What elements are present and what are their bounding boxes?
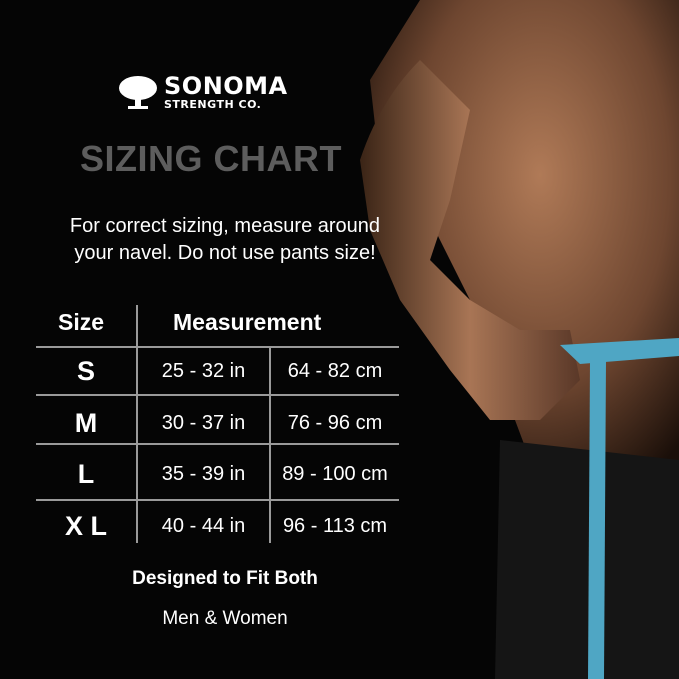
inches-cell: 40 - 44 in xyxy=(161,515,246,537)
divider xyxy=(36,499,399,501)
header-size: Size xyxy=(58,309,105,335)
cm-cell: 89 - 100 cm xyxy=(282,463,388,485)
footer-heading: Designed to Fit Both xyxy=(132,568,318,589)
size-cell: S xyxy=(76,356,95,386)
instruction-line: For correct sizing, measure around xyxy=(69,215,381,237)
size-cell: L xyxy=(77,459,95,489)
inches-cell: 25 - 32 in xyxy=(161,360,246,382)
size-cell: X L xyxy=(64,511,107,541)
divider xyxy=(36,394,399,396)
page-title: SIZING CHART xyxy=(80,138,342,179)
brand-subtitle: STRENGTH CO. xyxy=(164,98,262,111)
cm-cell: 96 - 113 cm xyxy=(282,515,388,537)
instruction-line: your navel. Do not use pants size! xyxy=(74,242,376,264)
brand-logo: SONOMA STRENGTH CO. xyxy=(118,74,288,111)
inches-cell: 35 - 39 in xyxy=(161,463,246,485)
footer-text: Men & Women xyxy=(162,608,288,629)
divider xyxy=(36,443,399,445)
tree-icon xyxy=(119,75,157,109)
cm-cell: 76 - 96 cm xyxy=(287,412,383,434)
instructions: For correct sizing, measure around your … xyxy=(40,213,410,267)
divider xyxy=(136,305,138,543)
cm-cell: 64 - 82 cm xyxy=(287,360,383,382)
brand-name: SONOMA xyxy=(164,72,288,100)
header-measurement: Measurement xyxy=(173,309,322,335)
inches-cell: 30 - 37 in xyxy=(161,412,246,434)
divider xyxy=(36,346,399,348)
size-cell: M xyxy=(74,408,98,438)
